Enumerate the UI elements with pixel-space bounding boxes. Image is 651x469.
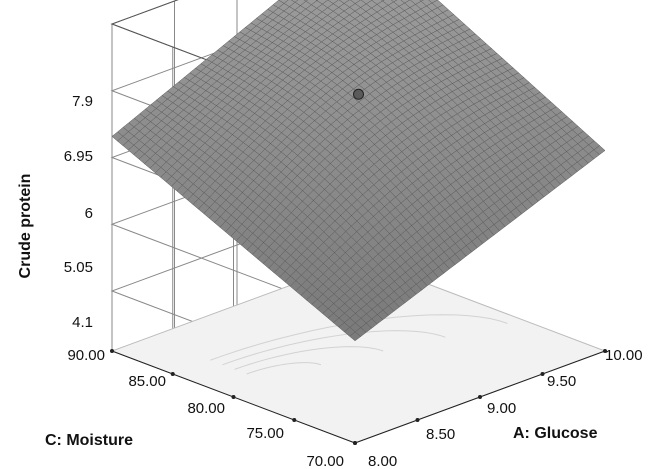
moisture-tick-label: 75.00	[246, 425, 284, 442]
glucose-tick-label: 10.00	[605, 347, 643, 364]
glucose-tick-mark	[603, 349, 607, 353]
glucose-tick-mark	[540, 372, 545, 376]
glucose-tick-label: 9.50	[547, 373, 576, 390]
glucose-tick-label: 8.00	[368, 453, 397, 469]
response-surface	[111, 0, 606, 342]
surface-cell	[390, 0, 398, 3]
z-tick-label: 4.1	[72, 314, 93, 331]
z-tick-label: 6.95	[64, 148, 93, 165]
moisture-tick-mark	[292, 418, 297, 422]
moisture-tick-label: 80.00	[187, 400, 225, 417]
moisture-tick-label: 90.00	[67, 347, 105, 364]
z-tick-labels: 4.1 5.05 6 6.95 7.9	[64, 93, 93, 331]
z-tick-label: 6	[85, 205, 93, 222]
glucose-tick-mark	[478, 395, 482, 399]
moisture-tick-mark	[170, 372, 175, 376]
floor-contour	[246, 362, 322, 375]
moisture-tick-label: 70.00	[306, 453, 344, 469]
moisture-tick-mark	[110, 349, 114, 353]
surface-cell	[349, 331, 361, 342]
z-tick-label: 7.9	[72, 93, 93, 110]
glucose-axis-title: A: Glucose	[513, 425, 598, 442]
glucose-tick-label: 8.50	[426, 426, 455, 443]
moisture-tick-mark	[353, 441, 357, 445]
design-point	[353, 88, 364, 100]
z-axis-title: Crude protein	[17, 174, 34, 279]
floor-contour	[234, 346, 384, 370]
moisture-axis-title: C: Moisture	[45, 432, 133, 449]
glucose-tick-labels: 8.00 8.50 9.00 9.50 10.00	[368, 347, 643, 469]
axis-lines	[110, 349, 607, 445]
moisture-tick-label: 85.00	[128, 373, 166, 390]
moisture-tick-labels: 70.00 75.00 80.00 85.00 90.00	[67, 347, 344, 469]
moisture-tick-mark	[231, 395, 236, 399]
surface-mesh	[111, 0, 606, 342]
glucose-tick-mark	[415, 418, 420, 422]
glucose-tick-label: 9.00	[487, 400, 516, 417]
z-tick-label: 5.05	[64, 259, 93, 276]
